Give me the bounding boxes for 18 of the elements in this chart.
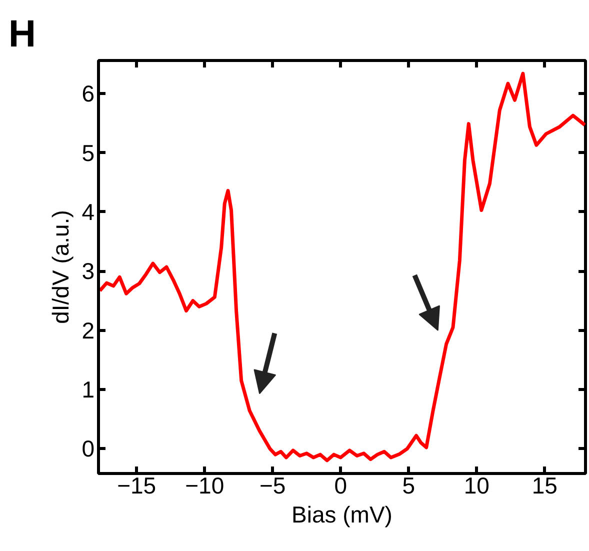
chart-title: H — [8, 14, 36, 56]
x-tick-label: −15 — [117, 472, 156, 498]
y-tick-label: 5 — [82, 140, 95, 166]
y-tick-label: 2 — [82, 317, 95, 344]
x-tick-label: 15 — [532, 472, 558, 498]
x-tick-label: −10 — [185, 472, 224, 498]
y-axis-title: dI/dV (a.u.) — [48, 210, 74, 324]
x-tick-label: −5 — [260, 472, 286, 498]
y-tick-label: 4 — [82, 198, 95, 225]
x-tick-label: 0 — [334, 472, 348, 498]
x-tick-label: 10 — [464, 472, 490, 498]
y-tick-label: 0 — [82, 436, 95, 462]
y-tick-label: 1 — [82, 376, 95, 402]
x-axis-title: Bias (mV) — [292, 502, 392, 528]
x-tick-label: 5 — [402, 472, 416, 498]
y-tick-label: 6 — [82, 80, 95, 107]
y-tick-label: 3 — [82, 258, 95, 284]
line-series — [98, 72, 586, 462]
